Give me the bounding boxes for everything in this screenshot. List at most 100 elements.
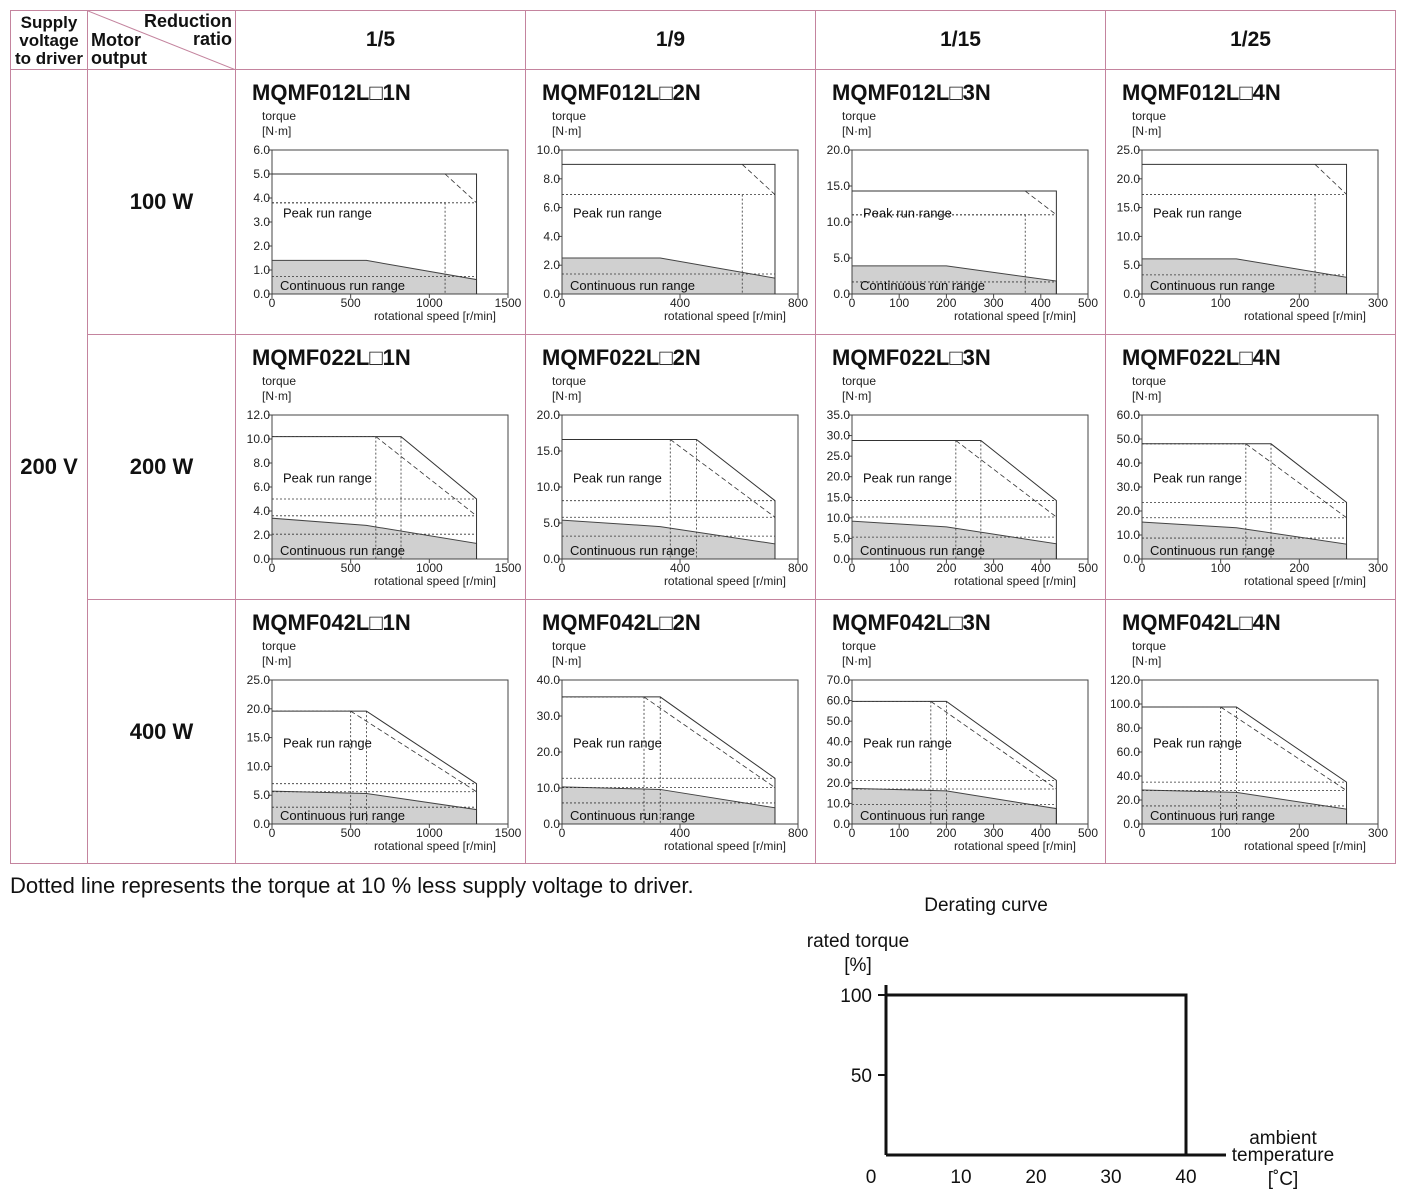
derating-x-label-2: temperature bbox=[1232, 1145, 1334, 1166]
chart-cell: MQMF012L□4N torque [N·m] 0.0 5.0 10.0 15.0 20.0… bbox=[1105, 69, 1396, 335]
supply-voltage-value: 200 V bbox=[10, 69, 88, 864]
y-tick-label: 0.0 bbox=[833, 287, 850, 301]
x-axis-label: rotational speed [r/min] bbox=[954, 309, 1076, 323]
ratio-header-1-9: 1/9 bbox=[525, 10, 816, 70]
peak-reduced-slope-line bbox=[350, 710, 477, 793]
derating-x-tick-label: 30 bbox=[1100, 1167, 1121, 1188]
y-tick-label: 35.0 bbox=[827, 408, 851, 422]
y-tick-label: 5.0 bbox=[253, 167, 270, 181]
y-tick-label: 20.0 bbox=[1117, 172, 1141, 186]
y-tick-label: 4.0 bbox=[253, 504, 270, 518]
chart-title: MQMF022L□3N bbox=[832, 345, 991, 370]
continuous-run-area bbox=[1141, 521, 1348, 560]
x-tick-label: 300 bbox=[984, 826, 1004, 840]
peak-run-label: Peak run range bbox=[863, 736, 952, 751]
y-tick-label: 0.0 bbox=[253, 817, 270, 831]
chart-title: MQMF042L□2N bbox=[542, 610, 701, 635]
y-axis-label: torque bbox=[262, 374, 296, 388]
y-tick-label: 30.0 bbox=[827, 429, 851, 443]
peak-run-label: Peak run range bbox=[1153, 471, 1242, 486]
chart-title: MQMF022L□2N bbox=[542, 345, 701, 370]
y-tick-label: 40.0 bbox=[537, 673, 561, 687]
peak-run-boundary bbox=[1142, 163, 1348, 294]
continuous-run-label: Continuous run range bbox=[570, 278, 695, 293]
y-tick-label: 50.0 bbox=[827, 714, 851, 728]
continuous-run-area bbox=[851, 520, 1057, 560]
peak-run-boundary bbox=[852, 700, 1057, 824]
y-tick-label: 4.0 bbox=[543, 229, 560, 243]
y-axis-label: torque bbox=[552, 109, 586, 123]
y-tick-label: 8.0 bbox=[543, 172, 560, 186]
x-tick-label: 100 bbox=[889, 561, 909, 575]
torque-chart: MQMF012L□2N torque[N·m] 0.0 2.0 4.0 6.0 8.0 10.… bbox=[537, 80, 809, 323]
y-axis-unit: [N·m] bbox=[1132, 124, 1161, 138]
y-axis-label: torque bbox=[1132, 109, 1166, 123]
y-tick-label: 40.0 bbox=[1117, 769, 1141, 783]
continuous-run-label: Continuous run range bbox=[860, 543, 985, 558]
x-axis-label: rotational speed [r/min] bbox=[374, 839, 496, 853]
peak-run-label: Peak run range bbox=[573, 206, 662, 221]
y-tick-label: 15.0 bbox=[537, 444, 561, 458]
derating-curve-line bbox=[886, 993, 1188, 1155]
peak-run-label: Peak run range bbox=[863, 471, 952, 486]
y-axis-label: torque bbox=[262, 639, 296, 653]
y-tick-label: 10.0 bbox=[1117, 528, 1141, 542]
torque-chart: MQMF022L□4N torque[N·m] 0.0 10.0 20.0 30.0 40.… bbox=[1117, 345, 1389, 588]
x-tick-label: 400 bbox=[1031, 561, 1051, 575]
y-tick-label: 60.0 bbox=[1117, 745, 1141, 759]
chart-title: MQMF042L□4N bbox=[1122, 610, 1281, 635]
continuous-run-label: Continuous run range bbox=[280, 278, 405, 293]
y-tick-label: 20.0 bbox=[827, 776, 851, 790]
y-tick-label: 30.0 bbox=[827, 755, 851, 769]
y-tick-label: 0.0 bbox=[543, 552, 560, 566]
chart-title: MQMF012L□4N bbox=[1122, 80, 1281, 105]
y-tick-label: 5.0 bbox=[1123, 258, 1140, 272]
y-tick-label: 2.0 bbox=[253, 528, 270, 542]
x-tick-label: 100 bbox=[1211, 296, 1231, 310]
y-tick-label: 15.0 bbox=[827, 179, 851, 193]
y-tick-label: 0.0 bbox=[253, 287, 270, 301]
x-tick-label: 200 bbox=[936, 826, 956, 840]
y-tick-label: 2.0 bbox=[253, 239, 270, 253]
y-axis-unit: [N·m] bbox=[262, 124, 291, 138]
y-axis-label: torque bbox=[842, 639, 876, 653]
output-400w: 400 W bbox=[87, 599, 236, 864]
y-tick-label: 0.0 bbox=[1123, 817, 1140, 831]
peak-run-boundary bbox=[562, 163, 776, 294]
y-tick-label: 20.0 bbox=[537, 745, 561, 759]
derating-y-label: rated torque bbox=[807, 931, 909, 952]
continuous-run-label: Continuous run range bbox=[860, 278, 985, 293]
x-tick-label: 0 bbox=[269, 826, 276, 840]
motor-label-2: output bbox=[91, 48, 147, 68]
peak-reduced-slope-line bbox=[930, 701, 1057, 790]
torque-chart: MQMF022L□3N torque[N·m] 0.0 5.0 10.0 15.0 20.0… bbox=[827, 345, 1099, 588]
x-tick-label: 300 bbox=[1368, 826, 1388, 840]
x-axis-label: rotational speed [r/min] bbox=[374, 574, 496, 588]
x-tick-label: 0 bbox=[269, 561, 276, 575]
supply-label-2: voltage bbox=[19, 31, 79, 50]
continuous-run-area bbox=[271, 790, 478, 825]
x-axis-label: rotational speed [r/min] bbox=[664, 309, 786, 323]
y-axis-label: torque bbox=[842, 109, 876, 123]
y-tick-label: 10.0 bbox=[827, 796, 851, 810]
x-tick-label: 0 bbox=[559, 296, 566, 310]
continuous-run-label: Continuous run range bbox=[860, 808, 985, 823]
reduction-motor-header: Reduction ratio Motor output bbox=[87, 10, 236, 70]
y-axis-label: torque bbox=[1132, 374, 1166, 388]
y-axis-unit: [N·m] bbox=[552, 654, 581, 668]
y-tick-label: 20.0 bbox=[537, 408, 561, 422]
x-tick-label: 500 bbox=[1078, 826, 1098, 840]
y-tick-label: 25.0 bbox=[827, 449, 851, 463]
x-tick-label: 0 bbox=[559, 561, 566, 575]
y-tick-label: 5.0 bbox=[833, 531, 850, 545]
y-axis-unit: [N·m] bbox=[552, 389, 581, 403]
y-axis-unit: [N·m] bbox=[1132, 389, 1161, 403]
derating-x-tick-label: 40 bbox=[1175, 1167, 1196, 1188]
peak-reduced-slope-line bbox=[741, 164, 776, 195]
y-tick-label: 10.0 bbox=[827, 511, 851, 525]
y-axis-label: torque bbox=[552, 374, 586, 388]
supply-label-3: to driver bbox=[14, 49, 84, 68]
y-tick-label: 120.0 bbox=[1110, 673, 1140, 687]
continuous-run-area bbox=[851, 265, 1057, 295]
x-tick-label: 800 bbox=[788, 296, 808, 310]
